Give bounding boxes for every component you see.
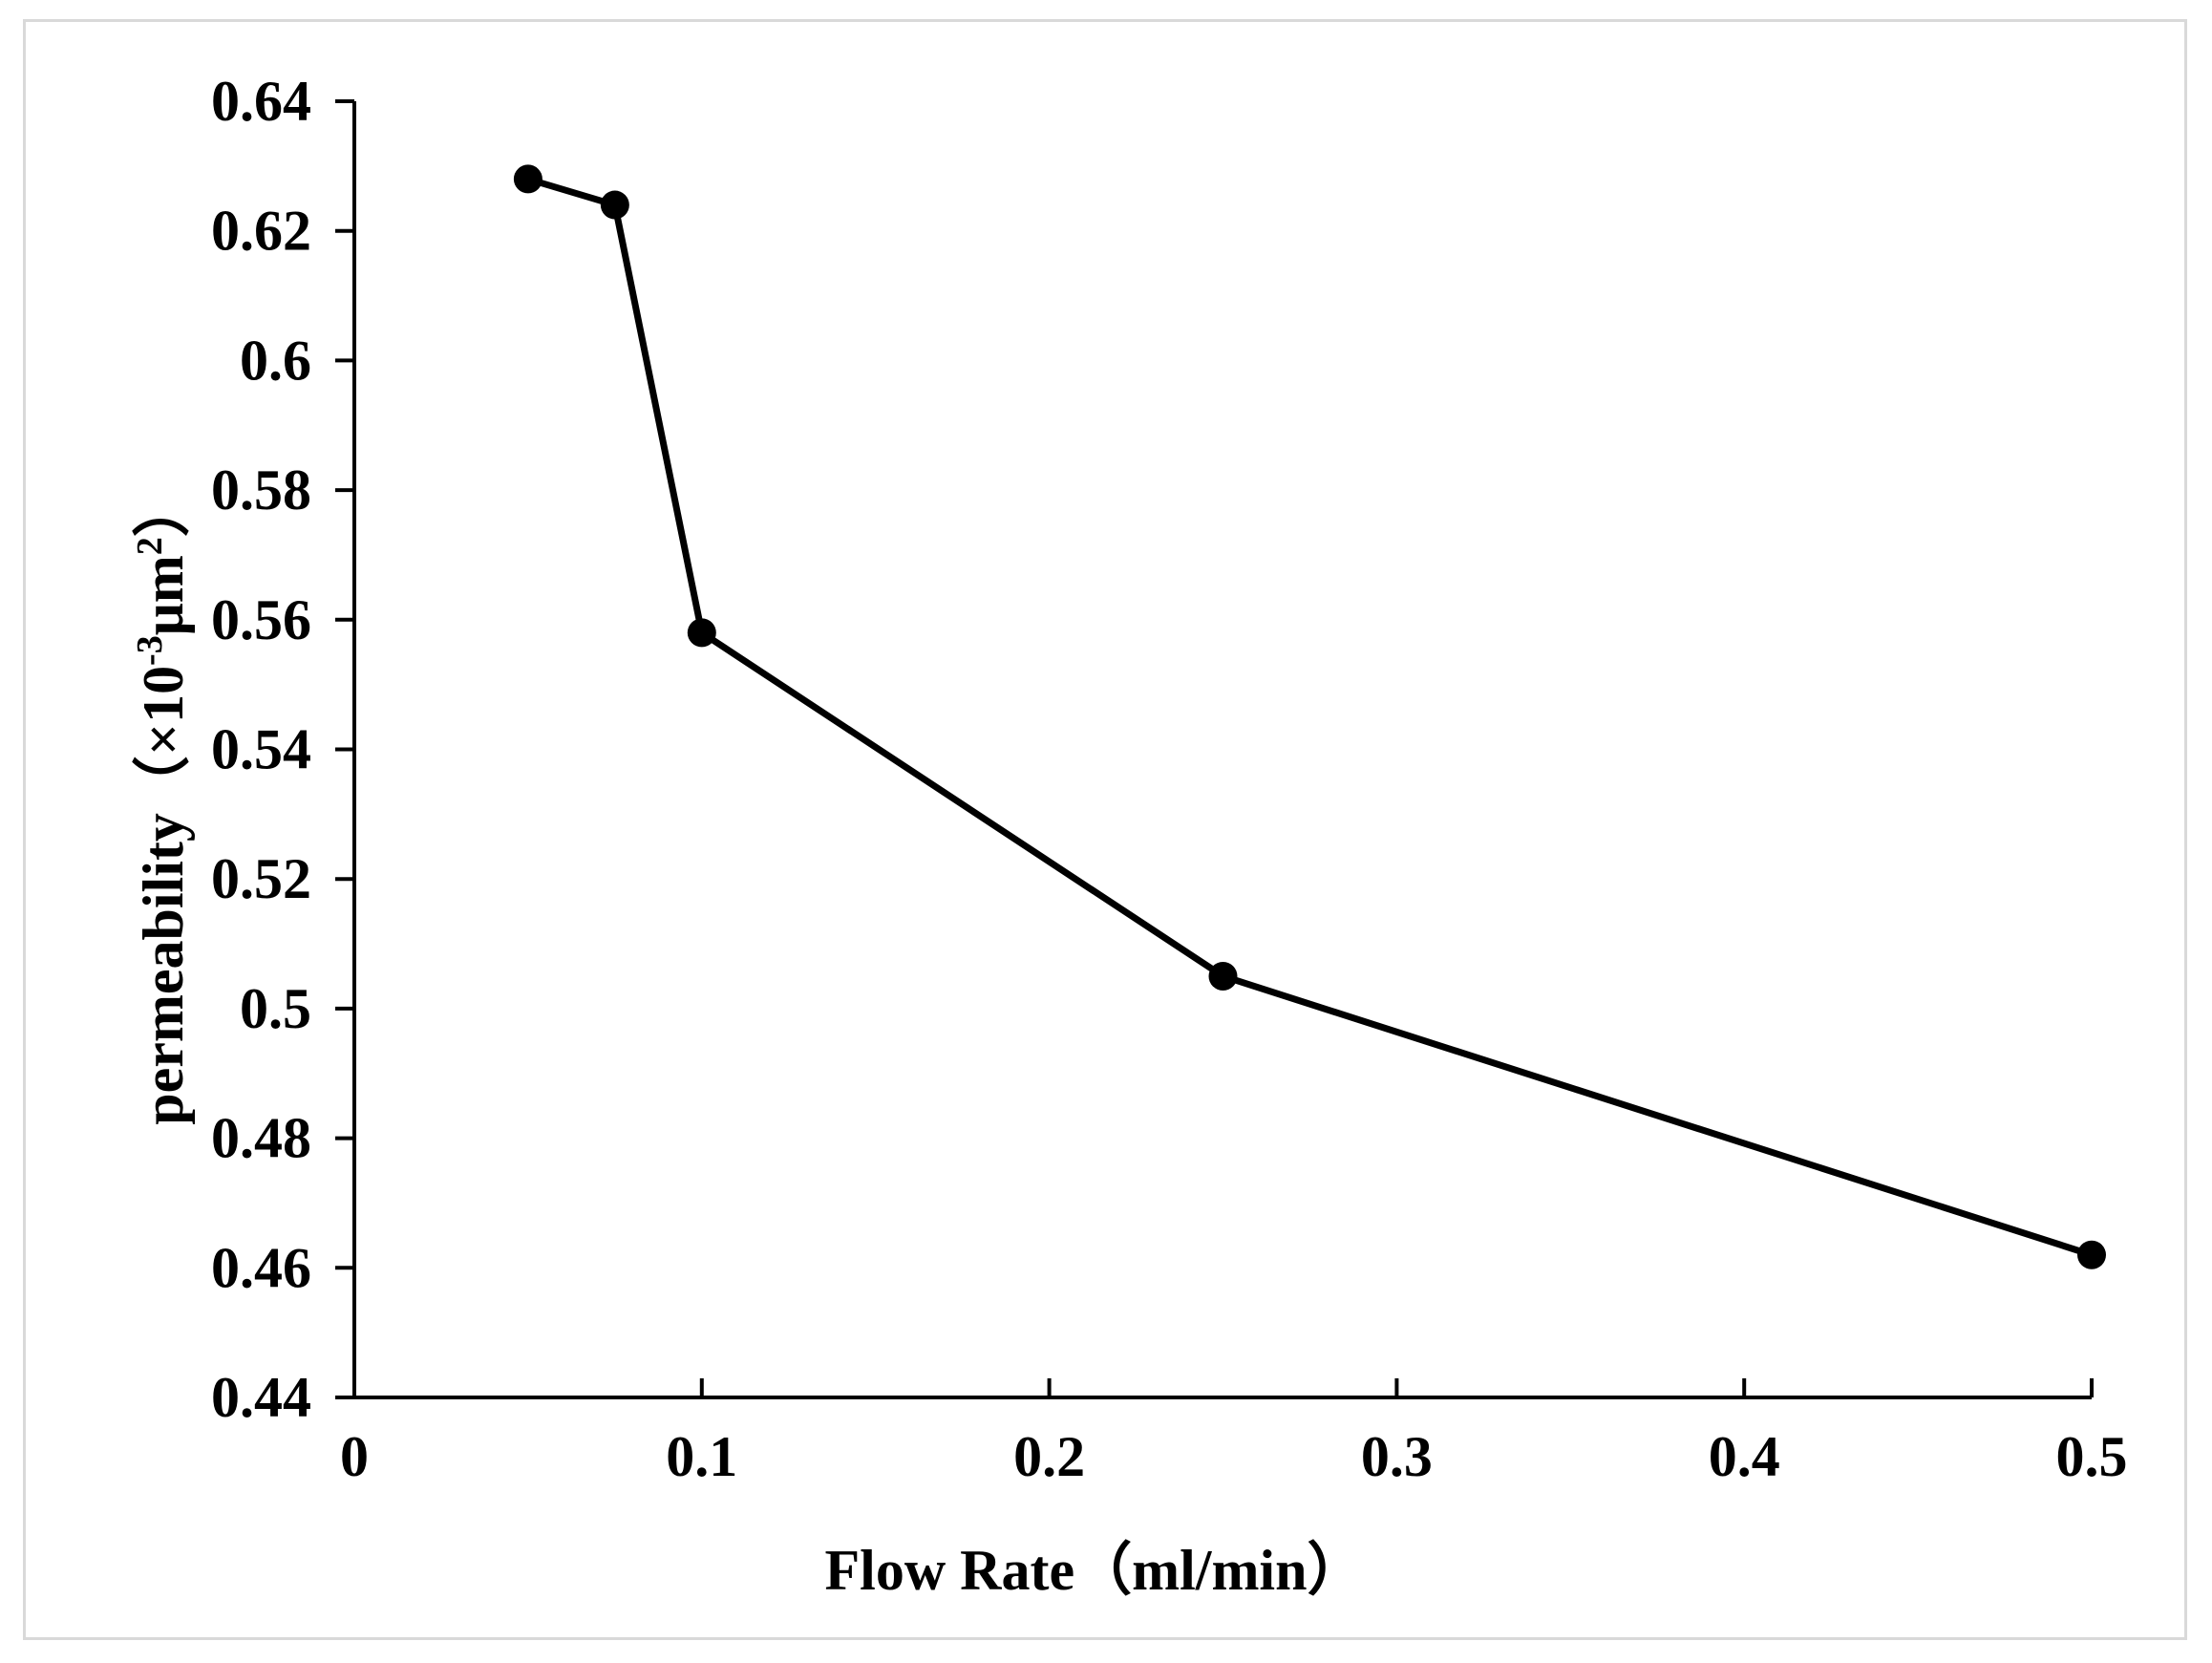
y-tick-label: 0.48 (211, 1107, 311, 1170)
x-tick-label: 0.5 (2056, 1425, 2128, 1488)
x-axis-title: Flow Rate（ml/min） (825, 1538, 1365, 1602)
y-tick-label: 0.44 (211, 1366, 311, 1429)
y-tick-label: 0.52 (211, 847, 311, 910)
y-axis-title-main: permeability（×10 (131, 666, 195, 1125)
permeability-line-chart: 0.440.460.480.50.520.540.560.580.60.620.… (130, 70, 2128, 1602)
data-point (513, 164, 542, 194)
data-point (600, 190, 629, 220)
x-axis-ticks: 0 0.1 0.2 0.3 0.4 0.5 (340, 1378, 2128, 1488)
y-tick-label: 0.62 (211, 200, 311, 263)
y-tick-label: 0.54 (211, 718, 311, 781)
y-axis-ticks: 0.44 0.46 0.48 0.5 0.52 0.54 0.56 0.58 0.6 0.62 0.… (211, 70, 354, 1429)
x-tick-label: 0.4 (1709, 1425, 1780, 1488)
x-tick-label: 0 (340, 1425, 369, 1488)
y-tick-label: 0.64 (211, 70, 311, 133)
data-point (1208, 961, 1238, 991)
y-tick-label: 0.58 (211, 458, 311, 522)
y-axis-title-unit-exponent: 2 (130, 537, 170, 555)
y-axis-title-unit: μm (132, 555, 195, 635)
data-series (513, 164, 2106, 1269)
x-tick-label: 0.3 (1361, 1425, 1433, 1488)
y-axis-title-end: ） (131, 480, 195, 537)
axes (352, 101, 2092, 1399)
x-tick-label: 0.1 (666, 1425, 737, 1488)
data-point (687, 618, 716, 648)
y-tick-label: 0.6 (240, 329, 311, 392)
y-tick-label: 0.56 (211, 588, 311, 651)
y-axis-title: permeability（×10-3μm2） (130, 480, 195, 1124)
y-tick-label: 0.5 (240, 977, 311, 1040)
series-line-permeability (526, 176, 2094, 1259)
y-axis-title-exponent: -3 (130, 635, 170, 666)
chart-frame: 0.44 0.46 0.48 0.5 0.52 0.54 0.56 0.58 0.6 0.62 0.… (23, 19, 2187, 1640)
x-tick-label: 0.2 (1013, 1425, 1085, 1488)
data-point (2077, 1240, 2106, 1269)
y-tick-label: 0.46 (211, 1236, 311, 1299)
